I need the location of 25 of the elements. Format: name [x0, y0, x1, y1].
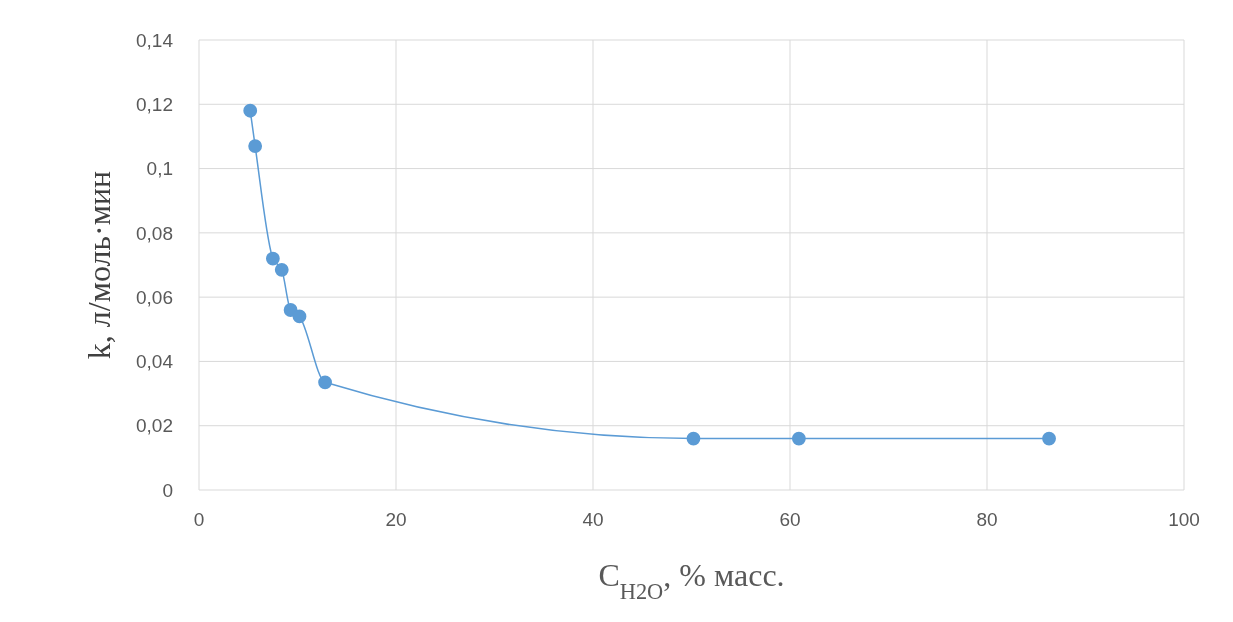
y-tick-label: 0,02 [136, 415, 173, 437]
point [265, 251, 280, 266]
point [1042, 431, 1056, 446]
y-tick-label: 0,12 [136, 93, 173, 115]
x-tick-label: 20 [385, 509, 407, 530]
y-tick-label: 0 [162, 479, 173, 501]
point [686, 431, 701, 446]
x-axis-title: C$_{H2O}$, % масс. [598, 557, 785, 604]
point [243, 103, 258, 118]
x-tick-label: 80 [976, 509, 998, 530]
x-tick-label: 100 [1168, 509, 1200, 530]
point [292, 309, 307, 324]
x-tick-label: 60 [779, 509, 801, 530]
y-tick-label: 0,08 [136, 222, 173, 244]
point [318, 375, 332, 390]
point [248, 139, 263, 153]
y-tick-label: 0,1 [146, 158, 173, 180]
x-tick-label: 40 [582, 509, 604, 530]
y-tick-label: 0,14 [136, 29, 174, 51]
x-tick-label: 0 [193, 509, 205, 530]
point [274, 262, 289, 277]
y-axis-title: k, л/моль·мин [81, 170, 117, 360]
y-tick-label: 0,04 [136, 351, 174, 373]
y-tick-label: 0,06 [136, 286, 173, 308]
point [791, 431, 806, 446]
